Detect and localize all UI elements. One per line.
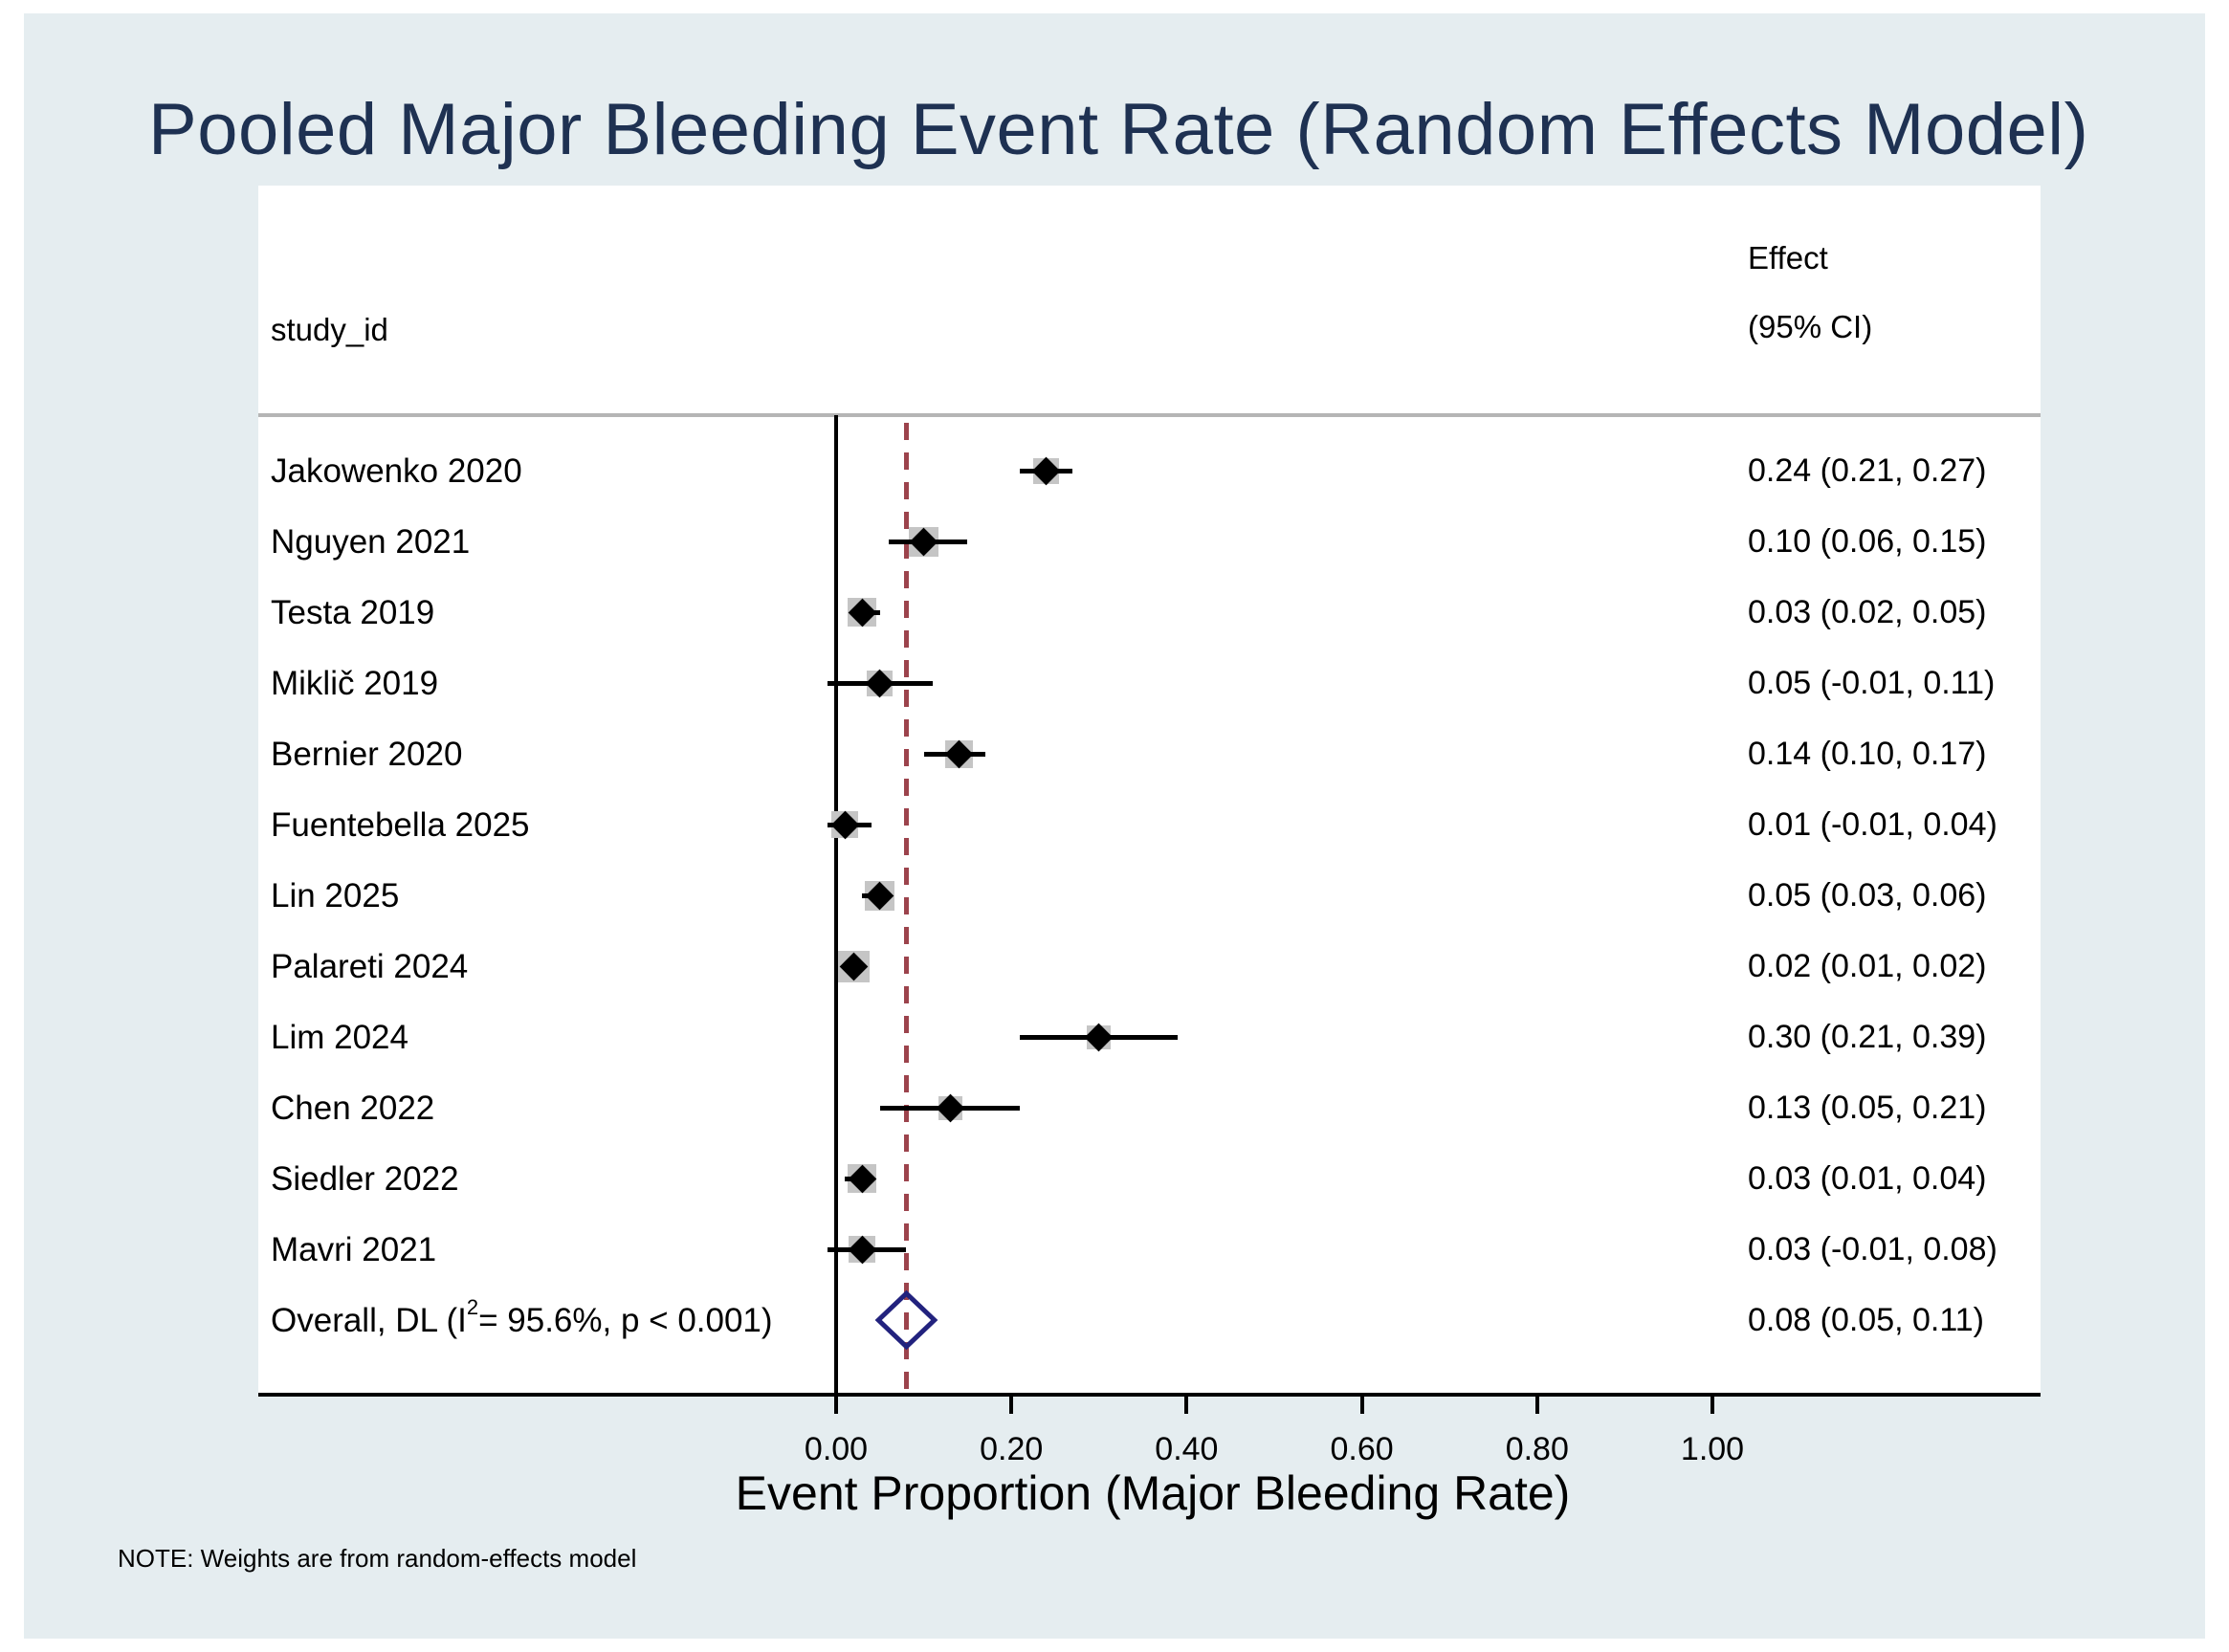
study-label: Nguyen 2021 <box>271 523 471 561</box>
x-axis-tick-mark <box>1710 1397 1714 1414</box>
study-effect-value: 0.30 (0.21, 0.39) <box>1748 1019 1987 1055</box>
study-label: Miklič 2019 <box>271 665 439 702</box>
study-effect-value: 0.24 (0.21, 0.27) <box>1748 452 1987 489</box>
x-axis-label: Event Proportion (Major Bleeding Rate) <box>735 1466 1571 1520</box>
figure-background: Pooled Major Bleeding Event Rate (Random… <box>24 13 2205 1639</box>
study-label: Lim 2024 <box>271 1019 408 1056</box>
study-label: Jakowenko 2020 <box>271 452 522 490</box>
study-effect-value: 0.03 (0.01, 0.04) <box>1748 1160 1987 1197</box>
study-label: Fuentebella 2025 <box>271 806 530 844</box>
study-effect-value: 0.14 (0.10, 0.17) <box>1748 736 1987 772</box>
x-axis-tick-label: 1.00 <box>1680 1431 1745 1467</box>
x-axis-tick-mark <box>1184 1397 1189 1414</box>
x-axis-tick-mark <box>1009 1397 1014 1414</box>
study-label: Bernier 2020 <box>271 736 463 773</box>
study-effect-value: 0.05 (-0.01, 0.11) <box>1748 665 1996 701</box>
x-axis-tick-mark <box>1534 1397 1539 1414</box>
x-axis-tick-label: 0.20 <box>980 1431 1044 1467</box>
study-label: Palareti 2024 <box>271 948 469 985</box>
overall-effect-value: 0.08 (0.05, 0.11) <box>1748 1302 1984 1338</box>
study-effect-value: 0.10 (0.06, 0.15) <box>1748 523 1987 560</box>
study-label: Testa 2019 <box>271 594 435 631</box>
study-label: Chen 2022 <box>271 1090 435 1127</box>
study-label: Lin 2025 <box>271 877 400 914</box>
x-axis-tick-label: 0.60 <box>1330 1431 1394 1467</box>
study-effect-value: 0.03 (-0.01, 0.08) <box>1748 1231 1997 1267</box>
study-effect-value: 0.03 (0.02, 0.05) <box>1748 594 1987 630</box>
plot-panel <box>258 186 2041 1393</box>
chart-title: Pooled Major Bleeding Event Rate (Random… <box>148 89 2089 170</box>
overall-label-prefix: Overall, DL (I <box>271 1301 467 1339</box>
study-column-header: study_id <box>271 312 388 347</box>
study-label: Siedler 2022 <box>271 1160 459 1198</box>
x-axis-tick-mark <box>834 1397 838 1414</box>
study-effect-value: 0.02 (0.01, 0.02) <box>1748 948 1987 984</box>
study-label: Mavri 2021 <box>271 1231 437 1268</box>
x-axis-tick-mark <box>1359 1397 1364 1414</box>
study-effect-value: 0.13 (0.05, 0.21) <box>1748 1090 1987 1126</box>
x-axis-line <box>258 1393 2041 1397</box>
study-effect-value: 0.05 (0.03, 0.06) <box>1748 877 1987 914</box>
effect-column-header: Effect <box>1748 240 1828 275</box>
overall-estimate-dashed-line <box>904 423 909 1389</box>
x-axis-tick-label: 0.40 <box>1155 1431 1219 1467</box>
note-text: NOTE: Weights are from random-effects mo… <box>118 1544 637 1573</box>
x-axis-tick-label: 0.80 <box>1505 1431 1569 1467</box>
overall-pooled-diamond-marker <box>877 1292 936 1348</box>
header-separator-line <box>258 413 2041 417</box>
overall-diamond-outline <box>878 1293 935 1347</box>
effect-ci-column-header: (95% CI) <box>1748 309 1873 344</box>
study-effect-value: 0.01 (-0.01, 0.04) <box>1748 806 1997 843</box>
overall-row-label: Overall, DL (I 2 = 95.6%, p < 0.001) <box>271 1295 773 1339</box>
overall-label-suffix: = 95.6%, p < 0.001) <box>478 1301 773 1339</box>
zero-reference-line <box>834 415 838 1393</box>
x-axis-tick-label: 0.00 <box>804 1431 869 1467</box>
